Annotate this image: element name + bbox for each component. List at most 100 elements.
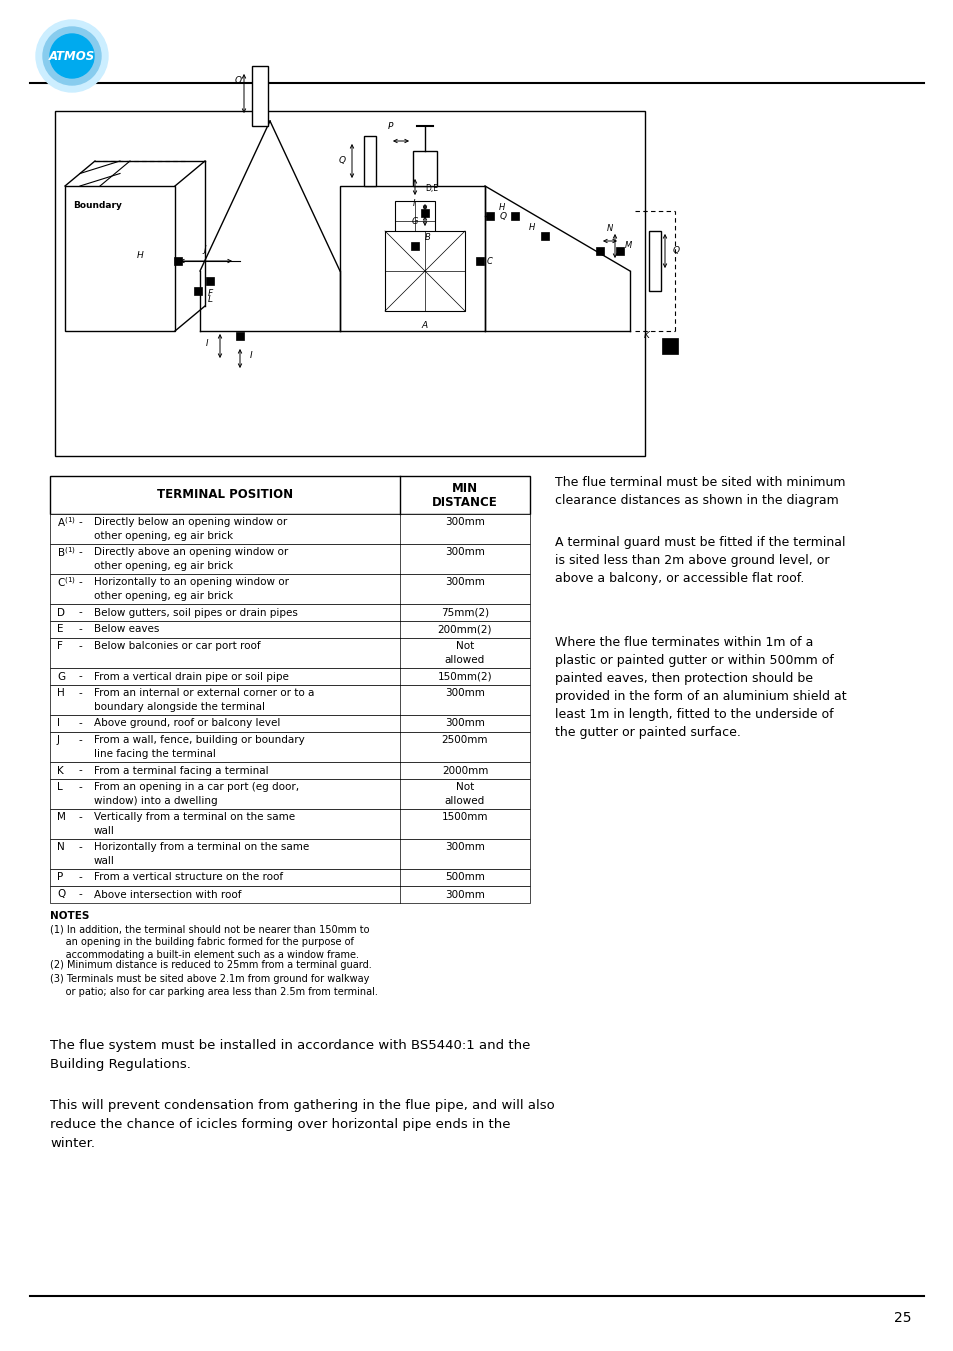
Text: window) into a dwelling: window) into a dwelling [94, 796, 217, 805]
Bar [50, 780, 530, 809]
Circle shape [36, 20, 108, 92]
Bar [50, 544, 530, 574]
Bar [420, 209, 429, 218]
Text: I: I [205, 339, 208, 347]
Text: 300mm: 300mm [445, 889, 484, 900]
Text: Horizontally to an opening window or: Horizontally to an opening window or [94, 577, 289, 588]
Text: 300mm: 300mm [445, 689, 484, 698]
Text: Not: Not [456, 782, 474, 793]
Text: -: - [78, 671, 82, 681]
Text: 300mm: 300mm [445, 719, 484, 728]
Bar [235, 332, 244, 340]
Text: A: A [421, 322, 428, 330]
Text: 300mm: 300mm [445, 517, 484, 527]
Bar [50, 621, 530, 638]
Text: (3) Terminals must be sited above 2.1m from ground for walkway
     or patio; al: (3) Terminals must be sited above 2.1m f… [50, 974, 377, 997]
Text: 1500mm: 1500mm [441, 812, 488, 823]
Text: M: M [624, 242, 632, 250]
Text: 2000mm: 2000mm [441, 766, 488, 775]
Bar [65, 186, 174, 331]
Bar [50, 685, 530, 715]
Text: P: P [387, 122, 393, 131]
Text: Where the flue terminates within 1m of a
plastic or painted gutter or within 500: Where the flue terminates within 1m of a… [555, 636, 845, 739]
Bar [252, 66, 268, 126]
Text: -: - [78, 843, 82, 852]
Text: -: - [78, 624, 82, 635]
Text: K: K [643, 331, 649, 340]
Text: Directly below an opening window or: Directly below an opening window or [94, 517, 287, 527]
Text: Q: Q [57, 889, 65, 900]
Text: DISTANCE: DISTANCE [432, 496, 497, 508]
Bar [648, 231, 660, 290]
Bar [50, 667, 530, 685]
Text: Q: Q [499, 212, 507, 220]
Text: wall: wall [94, 825, 114, 836]
Text: H: H [57, 689, 65, 698]
Text: NOTES: NOTES [50, 911, 90, 921]
Bar [511, 212, 518, 220]
Text: A terminal guard must be fitted if the terminal
is sited less than 2m above grou: A terminal guard must be fitted if the t… [555, 536, 844, 585]
Text: F: F [207, 289, 213, 297]
Text: -: - [78, 766, 82, 775]
Text: J: J [57, 735, 60, 746]
Text: (2) Minimum distance is reduced to 25mm from a terminal guard.: (2) Minimum distance is reduced to 25mm … [50, 961, 372, 970]
Text: P: P [57, 873, 63, 882]
Text: ATMOS: ATMOS [49, 50, 95, 62]
Text: Below gutters, soil pipes or drain pipes: Below gutters, soil pipes or drain pipes [94, 608, 297, 617]
Text: From an internal or external corner or to a: From an internal or external corner or t… [94, 689, 314, 698]
Text: From an opening in a car port (eg door,: From an opening in a car port (eg door, [94, 782, 299, 793]
Bar [50, 839, 530, 869]
Text: From a wall, fence, building or boundary: From a wall, fence, building or boundary [94, 735, 304, 746]
Text: Boundary: Boundary [73, 201, 122, 211]
Text: Horizontally from a terminal on the same: Horizontally from a terminal on the same [94, 843, 309, 852]
Bar [50, 732, 530, 762]
Text: 200mm(2): 200mm(2) [437, 624, 492, 635]
Text: -: - [78, 719, 82, 728]
Text: line facing the terminal: line facing the terminal [94, 748, 215, 759]
Bar [55, 111, 644, 457]
Text: F: F [57, 642, 63, 651]
Text: From a terminal facing a terminal: From a terminal facing a terminal [94, 766, 269, 775]
Bar [50, 574, 530, 604]
Text: 300mm: 300mm [445, 547, 484, 558]
Text: Not: Not [456, 642, 474, 651]
Text: B$^{(1)}$: B$^{(1)}$ [57, 546, 76, 559]
Bar [50, 809, 530, 839]
Text: E: E [57, 624, 64, 635]
Bar [50, 638, 530, 667]
Text: G: G [57, 671, 65, 681]
Text: D,E: D,E [424, 185, 437, 193]
Text: -: - [78, 873, 82, 882]
Text: other opening, eg air brick: other opening, eg air brick [94, 531, 233, 540]
Text: -: - [78, 889, 82, 900]
Text: L: L [57, 782, 63, 793]
Bar [616, 247, 623, 255]
Bar [661, 338, 678, 354]
Bar [50, 869, 530, 886]
Bar [50, 762, 530, 780]
Text: B: B [424, 234, 431, 242]
Text: 300mm: 300mm [445, 577, 484, 588]
Text: other opening, eg air brick: other opening, eg air brick [94, 590, 233, 601]
Bar [206, 277, 213, 285]
Bar [413, 151, 436, 186]
Circle shape [43, 27, 101, 85]
Text: Above ground, roof or balcony level: Above ground, roof or balcony level [94, 719, 280, 728]
Text: The flue system must be installed in accordance with BS5440:1 and the
Building R: The flue system must be installed in acc… [50, 1039, 530, 1071]
Text: wall: wall [94, 855, 114, 866]
Text: allowed: allowed [444, 796, 485, 805]
Text: The flue terminal must be sited with minimum
clearance distances as shown in the: The flue terminal must be sited with min… [555, 476, 844, 507]
Text: M: M [57, 812, 66, 823]
Text: C: C [486, 257, 493, 266]
Text: boundary alongside the terminal: boundary alongside the terminal [94, 701, 265, 712]
Text: -: - [78, 608, 82, 617]
Bar [540, 232, 548, 240]
Bar [173, 257, 182, 265]
Text: 75mm(2): 75mm(2) [440, 608, 489, 617]
Bar [476, 257, 483, 265]
Text: N: N [57, 843, 65, 852]
Text: -: - [78, 689, 82, 698]
Text: MIN: MIN [452, 481, 477, 494]
Text: allowed: allowed [444, 655, 485, 665]
Text: From a vertical drain pipe or soil pipe: From a vertical drain pipe or soil pipe [94, 671, 289, 681]
